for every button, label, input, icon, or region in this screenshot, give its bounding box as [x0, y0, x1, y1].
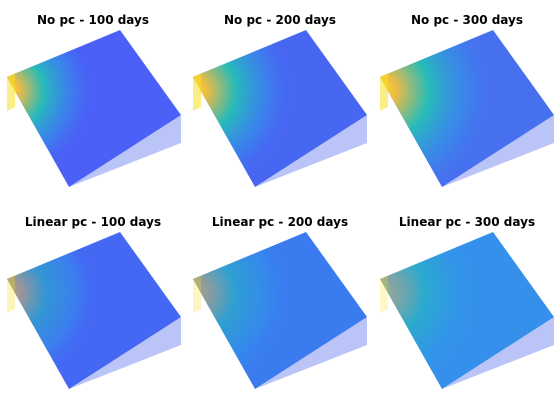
heat-plume [7, 232, 181, 389]
slab-left-edge [380, 73, 388, 111]
slab-side-face [69, 115, 181, 187]
panel-title-6: Linear pc - 300 days [399, 215, 535, 229]
heat-plume [380, 30, 554, 187]
panel-title-5: Linear pc - 200 days [212, 215, 348, 229]
panel-1: No pc - 100 days [7, 13, 181, 187]
panel-4: Linear pc - 100 days [7, 215, 181, 389]
slab-side-face [442, 317, 554, 389]
slab-side-face [255, 317, 367, 389]
panel-title-1: No pc - 100 days [37, 13, 149, 27]
panel-2: No pc - 200 days [193, 13, 367, 187]
cube-surface-5 [193, 232, 367, 389]
panel-6: Linear pc - 300 days [380, 215, 554, 389]
heat-plume [193, 232, 367, 389]
slab-side-face [69, 317, 181, 389]
panel-title-2: No pc - 200 days [224, 13, 336, 27]
slab-side-face [442, 115, 554, 187]
heat-plume [193, 30, 367, 187]
cube-surface-4 [7, 232, 181, 389]
panel-title-4: Linear pc - 100 days [25, 215, 161, 229]
cube-surface-6 [380, 232, 554, 389]
panel-3: No pc - 300 days [380, 13, 554, 187]
heat-plume [7, 30, 181, 187]
slab-left-edge [193, 275, 201, 313]
slab-side-face [255, 115, 367, 187]
panel-5: Linear pc - 200 days [193, 215, 367, 389]
cube-surface-2 [193, 30, 367, 187]
slab-left-edge [380, 275, 388, 313]
heat-plume [380, 232, 554, 389]
slab-left-edge [7, 275, 15, 313]
cube-surface-3 [380, 30, 554, 187]
slab-left-edge [7, 73, 15, 111]
panel-title-3: No pc - 300 days [411, 13, 523, 27]
cube-surface-1 [7, 30, 181, 187]
slab-left-edge [193, 73, 201, 111]
